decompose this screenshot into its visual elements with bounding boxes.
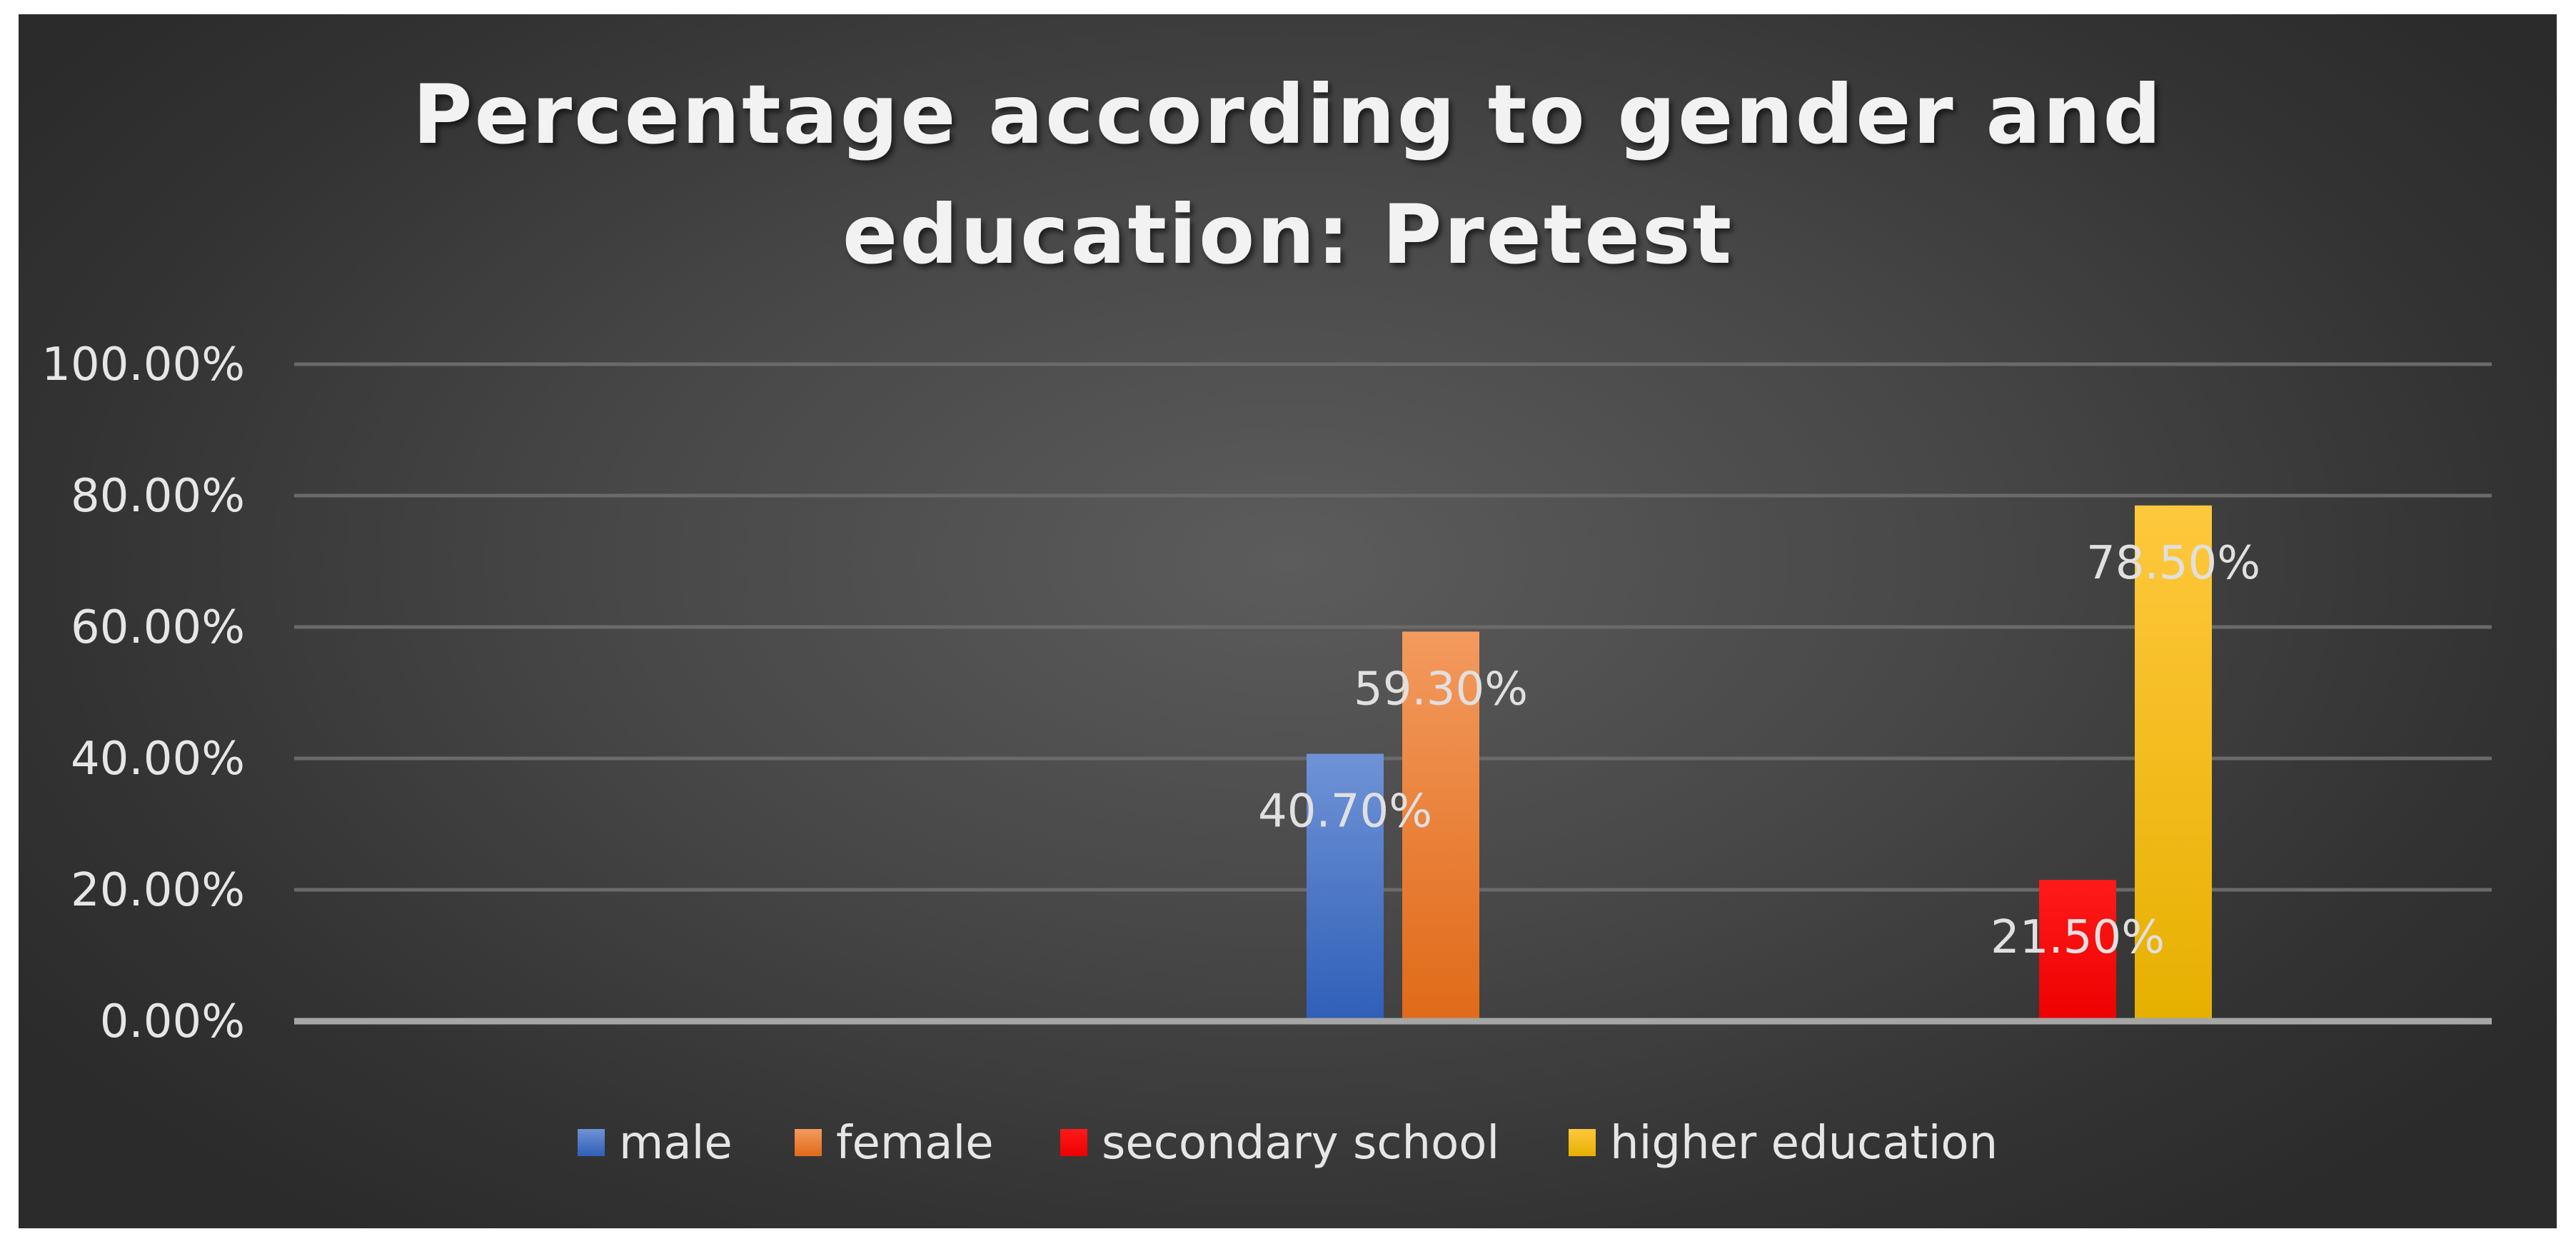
- legend-item-secondary-school: secondary school: [1060, 1117, 1499, 1170]
- legend-swatch: [578, 1129, 605, 1156]
- legend-label: higher education: [1610, 1117, 1998, 1170]
- y-tick-label: 60.00%: [71, 601, 245, 654]
- bar-female: [1402, 631, 1479, 1021]
- gridlines: [294, 362, 2492, 892]
- legend-label: male: [619, 1117, 733, 1170]
- legend-label: female: [836, 1117, 994, 1170]
- bar-higher-education: [2135, 505, 2212, 1021]
- y-axis-tick-labels: 0.00% 20.00% 40.00% 60.00% 80.00% 100.00%: [41, 338, 245, 1048]
- data-label-male: 40.70%: [1258, 786, 1432, 838]
- data-label-higher-education: 78.50%: [2086, 537, 2260, 590]
- chart-background: [19, 14, 2557, 1228]
- legend-swatch: [1569, 1129, 1596, 1156]
- bars: [1307, 505, 2212, 1021]
- chart-title: Percentage according to gender and educa…: [413, 67, 2163, 282]
- legend-item-higher-education: higher education: [1569, 1117, 1998, 1170]
- y-tick-label: 100.00%: [41, 338, 245, 391]
- y-tick-label: 80.00%: [71, 470, 245, 523]
- legend-label: secondary school: [1102, 1117, 1499, 1170]
- data-label-secondary-school: 21.50%: [1991, 911, 2165, 964]
- data-label-female: 59.30%: [1354, 663, 1528, 716]
- y-tick-label: 20.00%: [71, 864, 245, 917]
- legend-swatch: [795, 1129, 822, 1156]
- legend-item-male: male: [578, 1117, 733, 1170]
- y-tick-label: 0.00%: [100, 995, 245, 1048]
- legend: male female secondary school higher educati…: [578, 1117, 1998, 1170]
- bar-secondary-school: [2039, 880, 2116, 1021]
- chart-title-line-1: Percentage according to gender and: [413, 67, 2163, 162]
- y-tick-label: 40.00%: [71, 733, 245, 786]
- data-labels: 40.70% 59.30% 21.50% 78.50%: [1258, 537, 2260, 964]
- legend-item-female: female: [795, 1117, 994, 1170]
- chart-title-line-2: education: Pretest: [842, 187, 1734, 282]
- bar-male: [1307, 753, 1384, 1021]
- legend-swatch: [1060, 1129, 1087, 1156]
